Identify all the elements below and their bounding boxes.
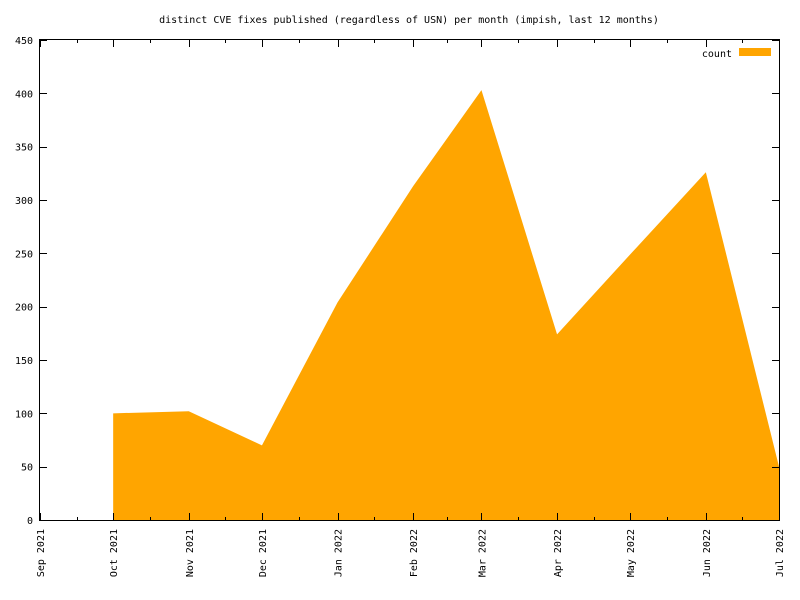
x-tick-label: Nov 2021 [185,529,196,577]
legend-label: count [702,49,732,60]
x-tick-label: Mar 2022 [477,529,488,577]
area-layer [113,90,779,520]
y-tick-label: 450 [15,36,33,47]
x-tick-label: Sep 2021 [36,529,47,577]
x-tick-label: Apr 2022 [553,529,564,577]
chart-title: distinct CVE fixes published (regardless… [159,15,659,26]
plot-frame [39,39,780,521]
y-tick-label: 200 [15,303,33,314]
y-tick-label: 250 [15,249,33,260]
x-tick-label: May 2022 [626,529,637,577]
x-tick-label: Feb 2022 [409,529,420,577]
x-axis: Sep 2021 Oct 2021 Nov 2021 Dec 2021 Jan 2022… [36,40,786,577]
y-tick-label: 0 [27,516,33,527]
x-tick-label: Dec 2021 [258,529,269,577]
y-tick-label: 350 [15,143,33,154]
legend: count [702,48,771,60]
y-axis: 0 50 100 150 200 250 300 350 400 450 [15,36,779,527]
x-tick-label: Jul 2022 [775,529,786,577]
x-tick-label: Oct 2021 [109,529,120,577]
y-tick-label: 300 [15,196,33,207]
x-tick-label: Jun 2022 [702,529,713,577]
area-series-0 [113,90,779,520]
y-tick-label: 100 [15,409,33,420]
y-tick-label: 150 [15,356,33,367]
y-tick-label: 400 [15,89,33,100]
y-tick-label: 50 [21,463,33,474]
x-tick-label: Jan 2022 [334,529,345,577]
legend-swatch [739,48,771,56]
